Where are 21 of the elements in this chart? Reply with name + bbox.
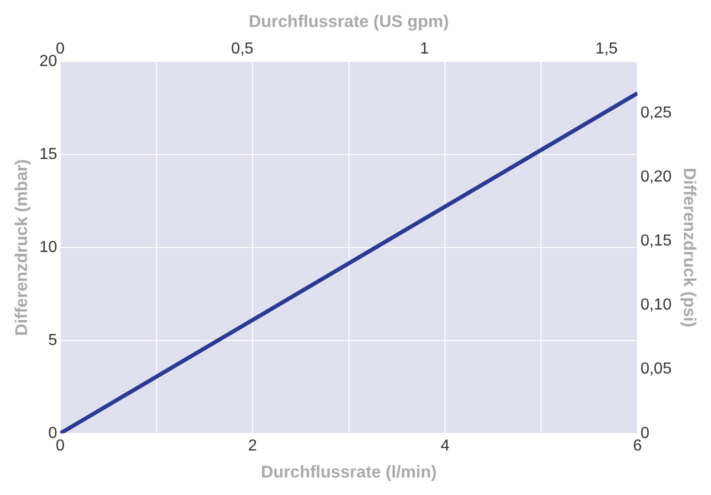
- x-axis-title: Durchflussrate (l/min): [260, 462, 437, 482]
- x-tick-label: 4: [440, 437, 450, 454]
- x-tick-label: 2: [248, 437, 258, 454]
- y2-tick-label: 0,15: [640, 232, 672, 250]
- x2-tick-label: 0,5: [231, 40, 254, 58]
- y-tick-label: 15: [39, 146, 58, 163]
- y-axis-title: Differenzdruck (mbar): [12, 159, 31, 336]
- y2-tick-label: 0,10: [640, 296, 672, 314]
- y-tick-label: 20: [39, 53, 58, 70]
- y-tick-label: 5: [48, 332, 58, 349]
- y2-tick-label: 0,20: [640, 168, 672, 186]
- y2-tick-label: 0,05: [640, 360, 672, 378]
- x-tick-label: 6: [633, 437, 642, 454]
- y-tick-label: 10: [39, 238, 58, 256]
- x2-tick-label: 1: [420, 40, 429, 58]
- x2-axis-title: Durchflussrate (US gpm): [248, 12, 449, 31]
- y2-tick-label: 0,25: [640, 104, 672, 122]
- y-tick-label: 0: [48, 424, 58, 442]
- y2-axis-title: Differenzdruck (psi): [680, 168, 700, 328]
- y2-tick-label: 0: [640, 424, 650, 442]
- x2-tick-label: 1,5: [595, 40, 618, 58]
